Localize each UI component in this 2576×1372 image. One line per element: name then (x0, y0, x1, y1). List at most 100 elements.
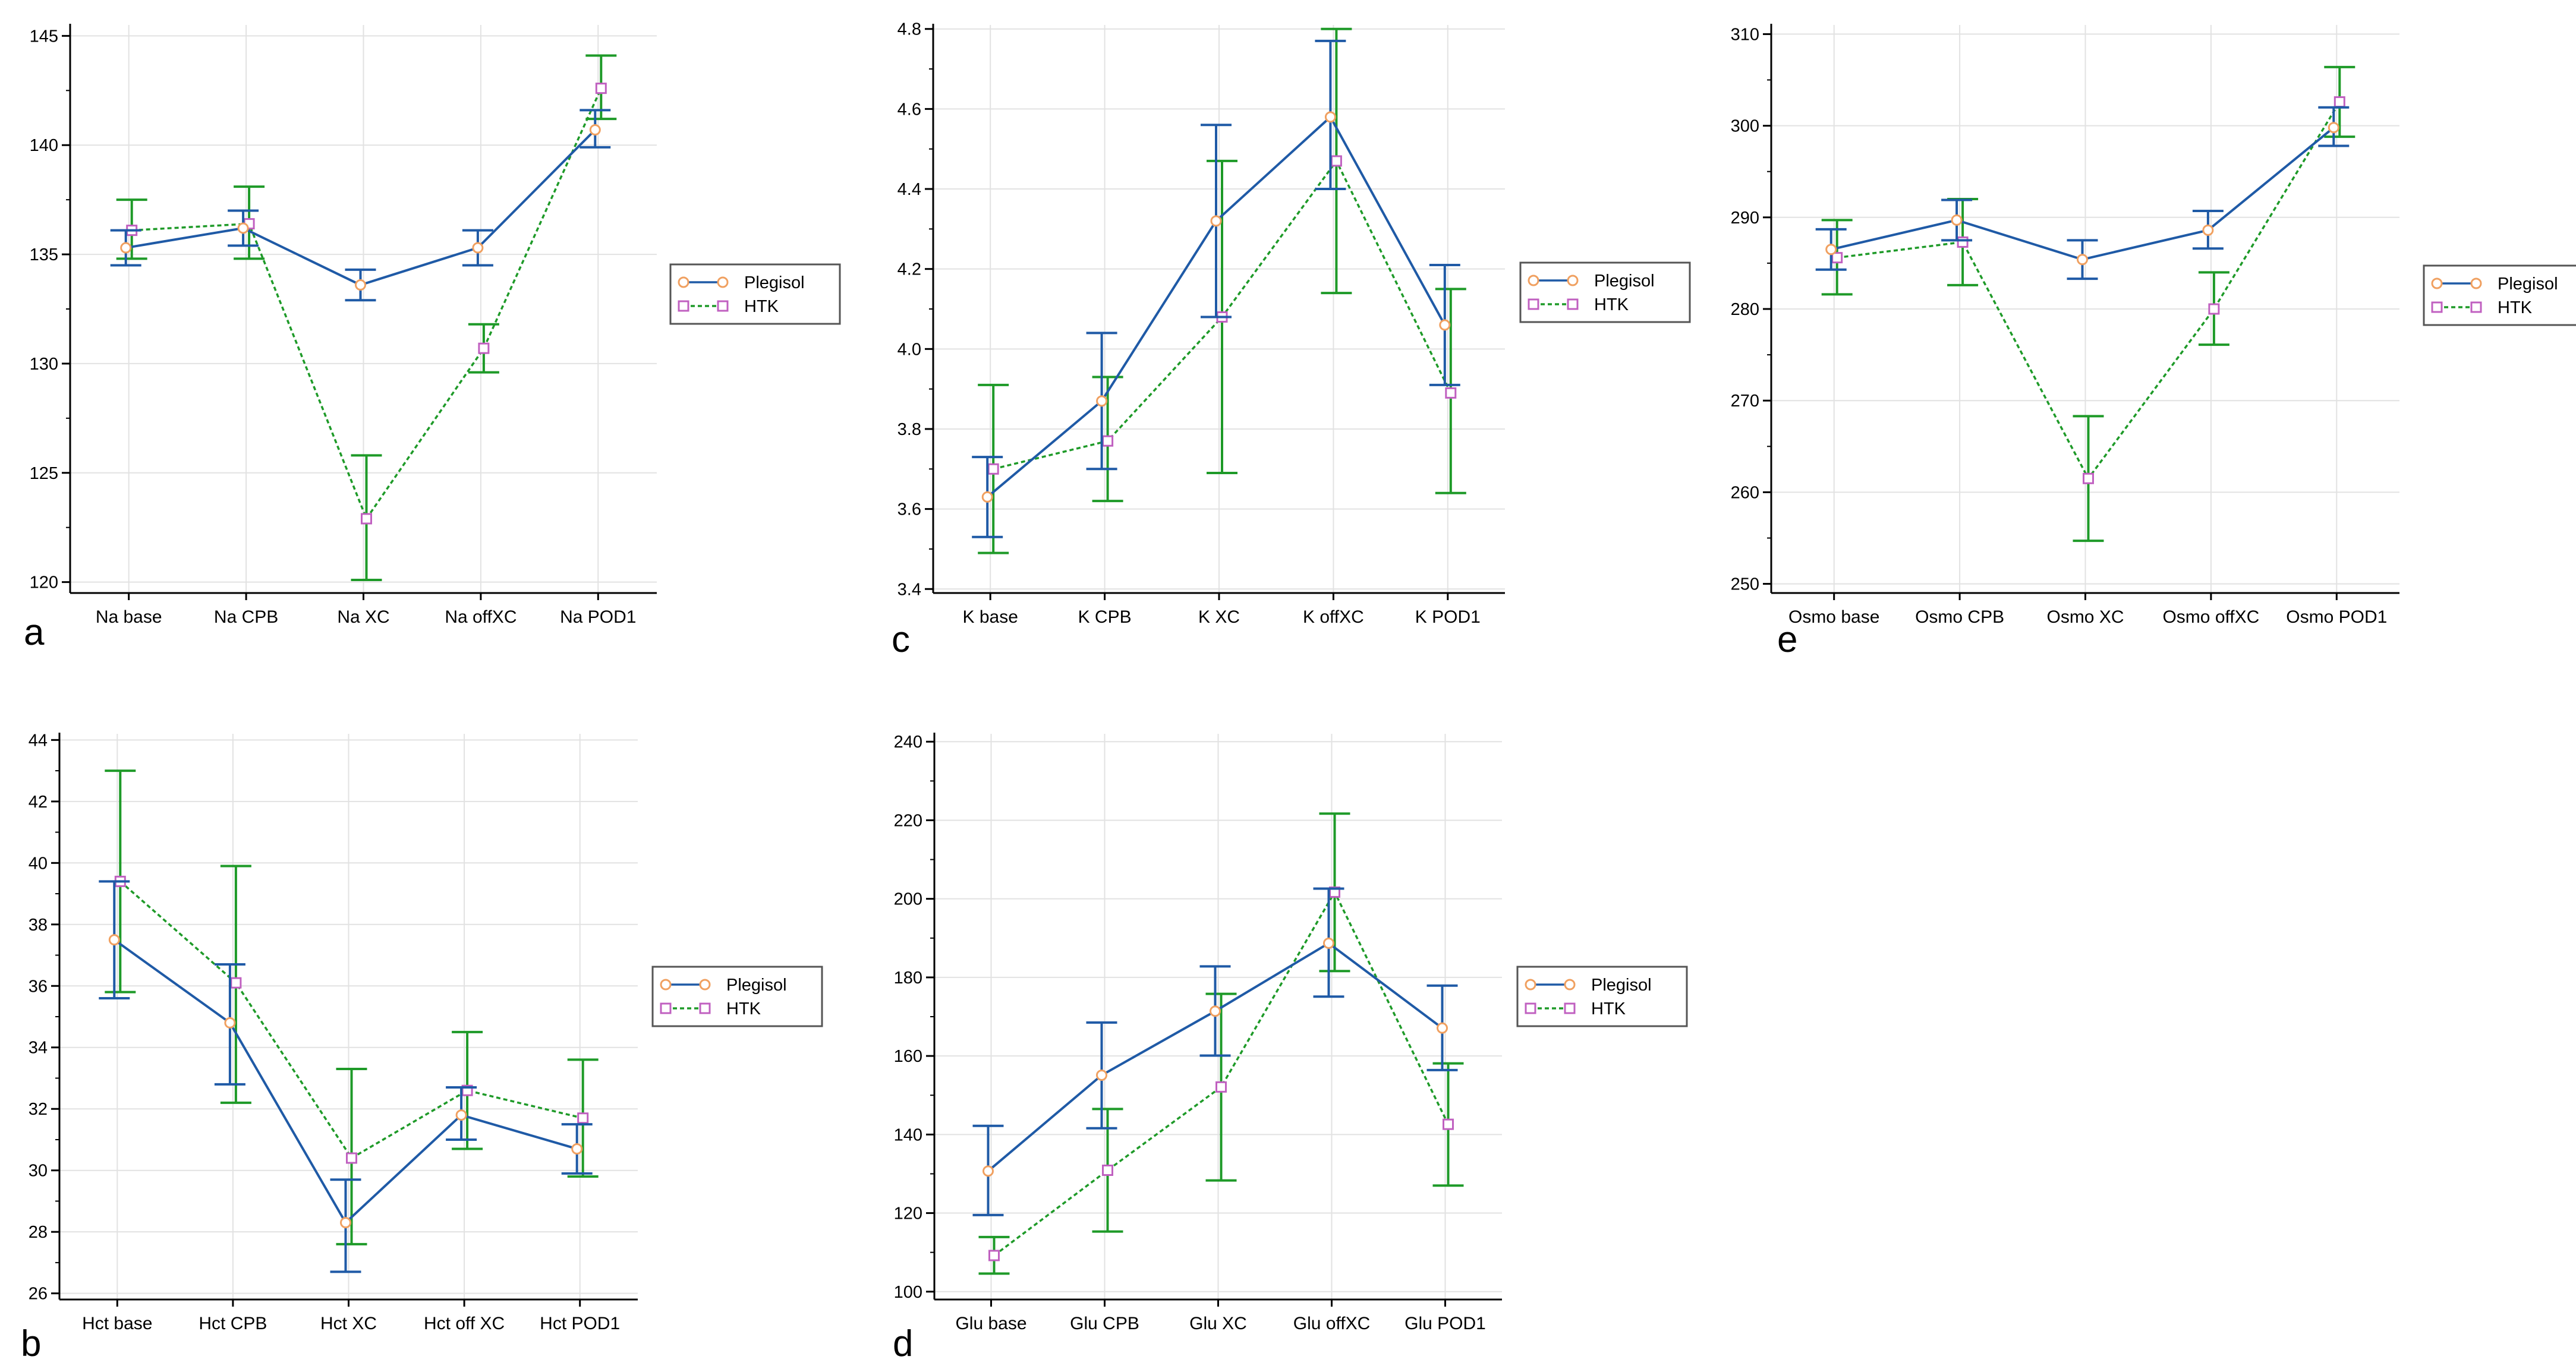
legend-label: Plegisol (1591, 976, 1652, 995)
panel-label: a (24, 612, 45, 653)
x-tick-label: K base (962, 607, 1018, 627)
y-tick-label: 130 (30, 355, 58, 374)
y-tick-label: 290 (1731, 209, 1759, 228)
y-tick-label: 120 (30, 573, 58, 592)
legend-marker (1526, 980, 1535, 989)
series-htk (978, 29, 1466, 553)
data-point (1331, 156, 1341, 166)
data-point (109, 935, 119, 945)
x-tick-label: Glu base (955, 1314, 1026, 1333)
x-tick-label: Glu XC (1189, 1314, 1247, 1333)
y-tick-label: 4.4 (897, 180, 921, 199)
data-point (238, 223, 248, 233)
y-tick-label: 120 (894, 1204, 922, 1223)
legend: Plegisol HTK (670, 264, 840, 324)
panel-label: b (21, 1323, 41, 1364)
data-point (1325, 112, 1335, 122)
data-point (1211, 216, 1221, 226)
data-point (1097, 396, 1107, 406)
y-tick-label: 180 (894, 969, 922, 988)
y-tick-label: 4.0 (897, 340, 921, 359)
panel-c: 3.4 3.6 3.8 4.0 4.2 4.4 4.6 4.8 K base K CPB K XC K… (892, 20, 1690, 660)
legend-label: Plegisol (1594, 272, 1655, 291)
legend-marker (1526, 1004, 1535, 1013)
y-tick-label: 4.2 (897, 260, 921, 279)
legend-label: HTK (726, 999, 761, 1018)
y-tick-label: 160 (894, 1047, 922, 1066)
panel-label: d (893, 1323, 913, 1364)
x-tick-label: K offXC (1303, 607, 1364, 627)
panel-label: c (892, 619, 910, 660)
data-point (225, 1018, 235, 1027)
x-tick-label: Glu POD1 (1404, 1314, 1486, 1333)
y-tick-label: 38 (29, 916, 48, 935)
data-point (2084, 474, 2093, 483)
legend-marker (679, 301, 688, 311)
legend-label: HTK (1591, 999, 1626, 1018)
series-htk (116, 55, 617, 579)
y-tick-label: 135 (30, 245, 58, 264)
y-tick-label: 300 (1731, 117, 1759, 136)
legend-marker (2432, 279, 2442, 288)
data-point (1446, 388, 1456, 398)
data-point (2078, 255, 2087, 264)
data-point (2335, 97, 2344, 107)
data-point (1826, 245, 1836, 254)
x-tick-label: K XC (1198, 607, 1240, 627)
x-tick-label: Hct XC (320, 1314, 377, 1333)
y-tick-label: 3.4 (897, 580, 921, 599)
data-point (982, 492, 992, 502)
legend: Plegisol HTK (1520, 263, 1690, 322)
legend-marker (1565, 980, 1574, 989)
y-tick-label: 40 (29, 854, 48, 873)
y-tick-label: 310 (1731, 25, 1759, 44)
series-plegisol (99, 881, 592, 1272)
y-tick-label: 32 (29, 1100, 48, 1119)
series-line (132, 89, 602, 519)
data-point (988, 464, 998, 474)
legend-marker (1568, 299, 1577, 309)
legend: Plegisol HTK (653, 967, 822, 1026)
legend-marker (718, 277, 728, 287)
data-point (362, 514, 371, 523)
data-point (2209, 304, 2219, 314)
data-point (2329, 123, 2338, 133)
panel-e: 250260270280290300310Osmo base Osmo CPB Os… (1731, 24, 2576, 660)
y-tick-label: 34 (29, 1039, 48, 1058)
legend-label: HTK (744, 297, 779, 316)
y-tick-label: 280 (1731, 300, 1759, 319)
y-tick-label: 28 (29, 1223, 48, 1242)
legend-label: Plegisol (2498, 275, 2558, 294)
legend: Plegisol HTK (1517, 967, 1687, 1026)
y-tick-label: 36 (29, 977, 48, 996)
y-tick-label: 270 (1731, 392, 1759, 411)
x-tick-label: Glu offXC (1293, 1314, 1371, 1333)
x-tick-label: K CPB (1078, 607, 1132, 627)
legend-marker (1568, 276, 1577, 285)
x-tick-label: Osmo offXC (2162, 607, 2259, 627)
data-point (456, 1111, 466, 1120)
y-tick-label: 44 (29, 731, 48, 750)
series-htk (1822, 67, 2355, 541)
legend-label: Plegisol (744, 273, 805, 292)
x-tick-label: Osmo CPB (1915, 607, 2004, 627)
legend: Plegisol HTK (2424, 266, 2576, 325)
x-tick-label: Na base (96, 607, 162, 627)
y-tick-label: 42 (29, 793, 48, 812)
data-point (590, 125, 600, 134)
x-tick-label: Hct base (82, 1314, 152, 1333)
data-point (1438, 1023, 1447, 1033)
series-line (126, 130, 596, 285)
y-tick-label: 4.8 (897, 20, 921, 39)
data-point (1211, 1007, 1220, 1016)
data-point (2203, 225, 2213, 235)
data-point (578, 1114, 588, 1123)
y-tick-label: 140 (30, 136, 58, 155)
x-tick-label: Osmo base (1788, 607, 1879, 627)
panel-d: 100120140160180200220240Glu base Glu CPB G… (893, 733, 1687, 1364)
x-tick-label: Glu CPB (1070, 1314, 1139, 1333)
legend-marker (2432, 302, 2442, 312)
x-tick-label: Osmo POD1 (2286, 607, 2387, 627)
x-tick-label: Hct CPB (199, 1314, 267, 1333)
y-tick-label: 26 (29, 1285, 48, 1304)
